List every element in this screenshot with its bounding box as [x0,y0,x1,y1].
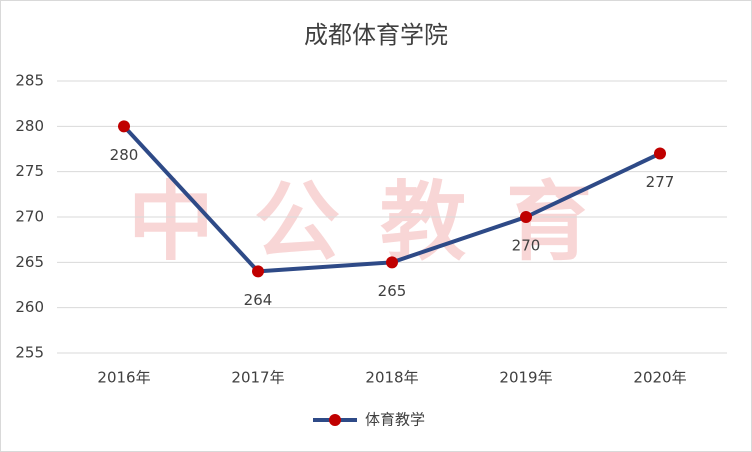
x-tick-label: 2018年 [365,369,418,387]
data-label: 265 [378,282,407,300]
y-tick-label: 270 [15,208,44,226]
legend-marker [329,414,341,426]
data-label: 280 [110,146,139,164]
x-tick-label: 2019年 [499,369,552,387]
legend-label: 体育教学 [365,411,425,429]
marker [520,211,532,223]
marker [654,147,666,160]
y-tick-label: 265 [15,253,44,271]
watermark: 中公教育 [128,172,632,272]
chart-title: 成都体育学院 [304,21,448,49]
y-tick-label: 255 [15,344,44,362]
x-tick-label: 2016年 [97,369,150,387]
y-tick-label: 285 [15,72,44,90]
marker [386,256,398,269]
y-tick-label: 275 [15,162,44,180]
data-label: 270 [512,237,541,255]
marker [118,120,130,133]
x-tick-label: 2020年 [633,369,686,387]
x-tick-label: 2017年 [231,369,284,387]
data-label: 277 [646,173,675,191]
y-tick-label: 280 [15,117,44,135]
marker [252,265,264,278]
data-label: 264 [244,291,273,309]
y-tick-label: 260 [15,298,44,316]
